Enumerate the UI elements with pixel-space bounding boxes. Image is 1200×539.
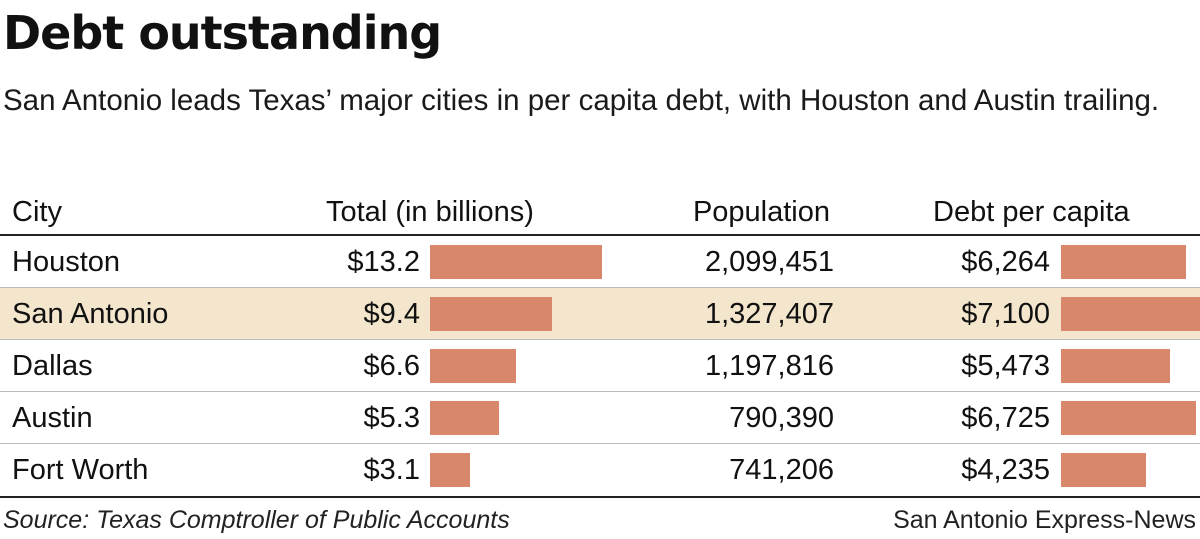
population-value: 1,327,407 (704, 298, 834, 330)
credit-line: San Antonio Express-News (893, 506, 1196, 534)
column-header-per-capita: Debt per capita (933, 196, 1130, 228)
total-bar (430, 401, 499, 435)
total-bar (430, 245, 602, 279)
total-value: $3.1 (363, 454, 420, 486)
total-value: $6.6 (363, 350, 420, 382)
total-bar (430, 453, 470, 487)
population-value: 790,390 (729, 402, 834, 434)
total-value: $13.2 (347, 246, 420, 278)
row-divider (0, 287, 1200, 288)
per-capita-bar (1061, 401, 1196, 435)
table-row (0, 288, 1200, 340)
row-divider (0, 339, 1200, 340)
city-name: Fort Worth (12, 454, 149, 486)
bottom-rule (0, 496, 1200, 498)
city-name: San Antonio (12, 298, 169, 330)
per-capita-bar (1061, 297, 1200, 331)
per-capita-value: $4,235 (961, 454, 1050, 486)
total-bar (430, 349, 516, 383)
column-header-population: Population (692, 196, 830, 228)
per-capita-bar (1061, 453, 1146, 487)
per-capita-value: $6,725 (961, 402, 1050, 434)
city-name: Austin (12, 402, 93, 434)
population-value: 741,206 (729, 454, 834, 486)
per-capita-bar (1061, 245, 1186, 279)
per-capita-value: $6,264 (961, 246, 1050, 278)
source-note: Source: Texas Comptroller of Public Acco… (3, 506, 510, 534)
per-capita-bar (1061, 349, 1170, 383)
column-header-total: Total (in billions) (326, 196, 534, 228)
chart-subtitle: San Antonio leads Texas’ major cities in… (3, 84, 1160, 117)
total-value: $9.4 (363, 298, 420, 330)
chart-title: Debt outstanding (3, 6, 442, 60)
header-rule (0, 234, 1200, 236)
city-name: Dallas (12, 350, 93, 382)
column-header-city: City (12, 196, 62, 228)
total-value: $5.3 (363, 402, 420, 434)
city-name: Houston (12, 246, 121, 278)
per-capita-value: $5,473 (961, 350, 1050, 382)
population-value: 1,197,816 (704, 350, 834, 382)
population-value: 2,099,451 (704, 246, 834, 278)
per-capita-value: $7,100 (961, 298, 1050, 330)
total-bar (430, 297, 552, 331)
row-divider (0, 443, 1200, 444)
row-divider (0, 391, 1200, 392)
